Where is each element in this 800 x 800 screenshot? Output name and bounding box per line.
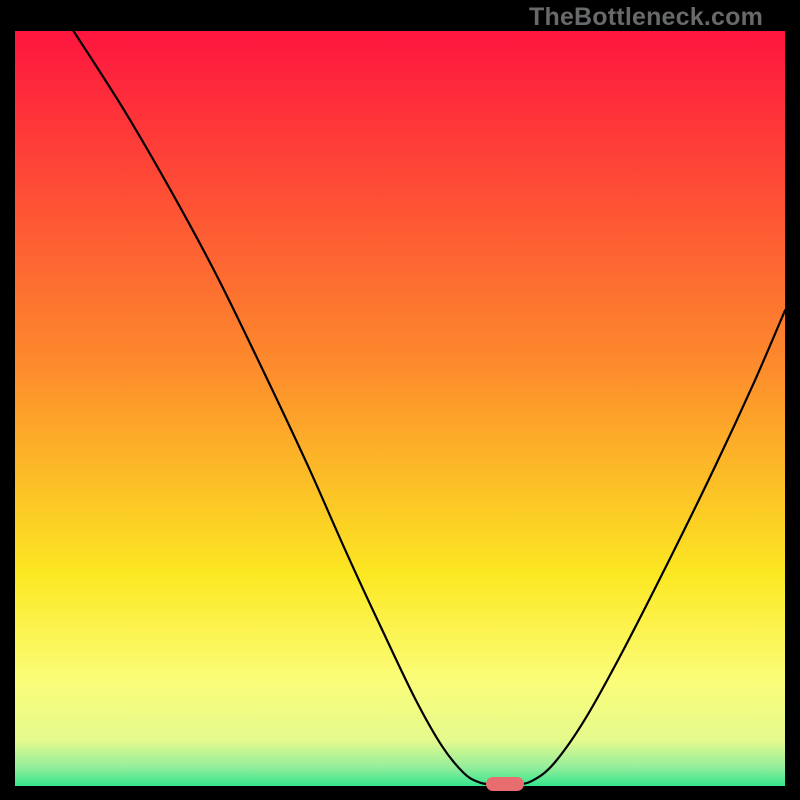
- watermark: TheBottleneck.com: [529, 3, 763, 32]
- optimum-marker: [486, 777, 524, 791]
- bottleneck-curve: [0, 0, 800, 800]
- curve-path: [74, 31, 786, 785]
- chart-container: TheBottleneck.com: [0, 0, 800, 800]
